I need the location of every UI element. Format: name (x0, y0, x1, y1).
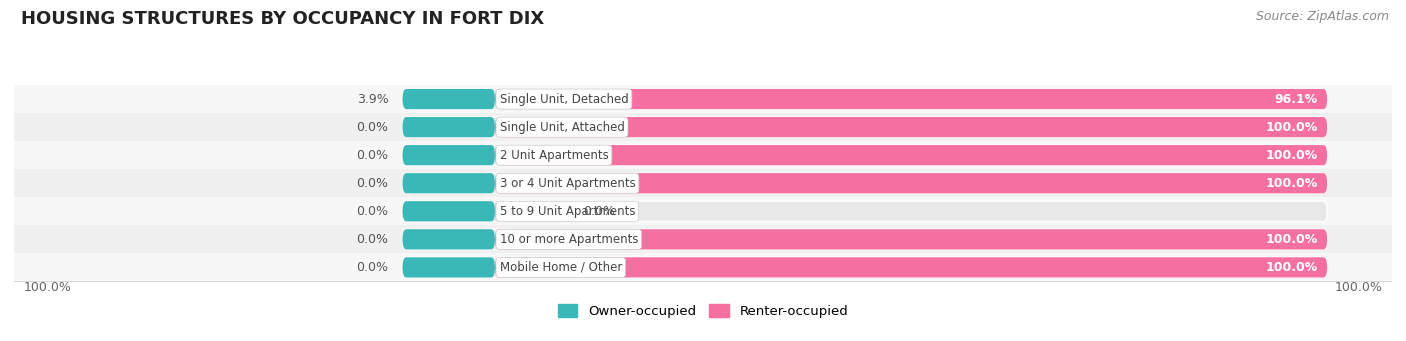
FancyBboxPatch shape (14, 141, 1392, 169)
Text: 3.9%: 3.9% (357, 92, 388, 106)
FancyBboxPatch shape (14, 253, 1392, 282)
Text: 100.0%: 100.0% (1334, 281, 1382, 294)
FancyBboxPatch shape (14, 169, 1392, 197)
FancyBboxPatch shape (402, 201, 1327, 221)
FancyBboxPatch shape (14, 225, 1392, 254)
FancyBboxPatch shape (402, 257, 1327, 278)
Text: Single Unit, Detached: Single Unit, Detached (499, 92, 628, 106)
FancyBboxPatch shape (495, 201, 569, 221)
Text: Source: ZipAtlas.com: Source: ZipAtlas.com (1256, 10, 1389, 23)
Text: Single Unit, Attached: Single Unit, Attached (499, 121, 624, 134)
Legend: Owner-occupied, Renter-occupied: Owner-occupied, Renter-occupied (553, 298, 853, 323)
FancyBboxPatch shape (495, 117, 1327, 137)
FancyBboxPatch shape (402, 89, 495, 109)
Text: 10 or more Apartments: 10 or more Apartments (499, 233, 638, 246)
FancyBboxPatch shape (402, 201, 495, 221)
FancyBboxPatch shape (402, 145, 495, 165)
FancyBboxPatch shape (402, 229, 1327, 250)
Text: 0.0%: 0.0% (357, 149, 388, 162)
Text: 3 or 4 Unit Apartments: 3 or 4 Unit Apartments (499, 177, 636, 190)
FancyBboxPatch shape (402, 117, 495, 137)
FancyBboxPatch shape (402, 145, 1327, 165)
Text: 2 Unit Apartments: 2 Unit Apartments (499, 149, 609, 162)
FancyBboxPatch shape (495, 257, 1327, 278)
FancyBboxPatch shape (495, 229, 1327, 250)
Text: 100.0%: 100.0% (1265, 233, 1317, 246)
FancyBboxPatch shape (14, 85, 1392, 113)
FancyBboxPatch shape (402, 117, 1327, 137)
Text: 0.0%: 0.0% (357, 233, 388, 246)
Text: 5 to 9 Unit Apartments: 5 to 9 Unit Apartments (499, 205, 636, 218)
FancyBboxPatch shape (495, 145, 1327, 165)
Text: 0.0%: 0.0% (357, 121, 388, 134)
FancyBboxPatch shape (402, 173, 1327, 193)
Text: 100.0%: 100.0% (1265, 177, 1317, 190)
Text: Mobile Home / Other: Mobile Home / Other (499, 261, 621, 274)
Text: 96.1%: 96.1% (1275, 92, 1317, 106)
Text: 100.0%: 100.0% (1265, 261, 1317, 274)
Text: 100.0%: 100.0% (1265, 149, 1317, 162)
Text: 100.0%: 100.0% (1265, 121, 1317, 134)
FancyBboxPatch shape (14, 113, 1392, 142)
FancyBboxPatch shape (14, 197, 1392, 226)
FancyBboxPatch shape (402, 173, 495, 193)
Text: 100.0%: 100.0% (24, 281, 72, 294)
Text: HOUSING STRUCTURES BY OCCUPANCY IN FORT DIX: HOUSING STRUCTURES BY OCCUPANCY IN FORT … (21, 10, 544, 28)
FancyBboxPatch shape (402, 257, 495, 278)
FancyBboxPatch shape (495, 89, 1327, 109)
Text: 0.0%: 0.0% (357, 205, 388, 218)
Text: 0.0%: 0.0% (357, 261, 388, 274)
FancyBboxPatch shape (495, 173, 1327, 193)
Text: 0.0%: 0.0% (357, 177, 388, 190)
Text: 0.0%: 0.0% (582, 205, 614, 218)
FancyBboxPatch shape (402, 229, 495, 250)
FancyBboxPatch shape (402, 89, 1327, 109)
